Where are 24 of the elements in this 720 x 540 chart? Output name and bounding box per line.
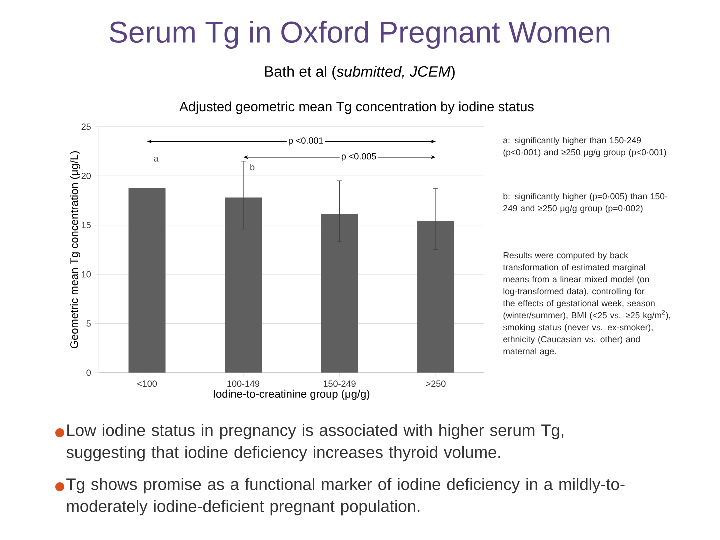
chart-title: Serum Tg in Oxford Pregnant Women	[110, 21, 610, 49]
annotation: p <0.001	[289, 138, 324, 146]
y-tick-label: 20	[82, 172, 92, 180]
text: b: significantly higher (p=0·005) than 150-249 and ≥250 μg/g group (p=0·002)	[504, 193, 668, 214]
y-tick-label: 15	[82, 222, 91, 228]
x-tick-label: 150-249	[324, 380, 356, 388]
annotation: p <0.005	[342, 153, 376, 162]
y-tick-label: 25	[82, 124, 91, 130]
annotation: b	[250, 164, 255, 171]
y-axis-title: Geometric mean Tg concentration (μg/L)	[70, 151, 81, 349]
text: Low iodine status in pregnancy is associated with higher serum Tg, suggesting that iodine deficiency increases thyroid volume.	[66, 424, 564, 462]
text: a: significantly higher than 150-249 (p<0·001) and ≥250 μg/g group (p<0·001)	[504, 137, 666, 158]
text: Adjusted geometric mean Tg concentration by iodine status	[180, 102, 534, 114]
x-tick-label: <100	[138, 380, 158, 388]
chart-subtitle: Bath et al (submitted, JCEM)	[265, 66, 455, 80]
text: Tg shows promise as a functional marker of iodine deficiency in a mildly-to-moderately iodine-deficient pregnant population.	[66, 478, 625, 516]
x-tick-label: >250	[426, 380, 446, 388]
y-tick-label: 10	[82, 271, 92, 278]
text: Results were computed by back transformation of estimated marginal means from a linear mixed model (on log-transformed data), controlling for the effects of gestational week, season (winter/summer), BMI (<25 vs. ≥25 kg/m$^{2}$), smoking status (never vs. ex-smoker), ethnicity (Caucasian vs. other) and maternal age.	[503, 252, 670, 356]
y-tick-label: 0	[86, 370, 92, 376]
x-tick-label: 100-149	[228, 380, 260, 388]
x-axis-title: Iodine-to-creatinine group (μg/g)	[214, 390, 370, 400]
annotation: a	[154, 156, 159, 162]
y-tick-label: 5	[86, 320, 91, 327]
